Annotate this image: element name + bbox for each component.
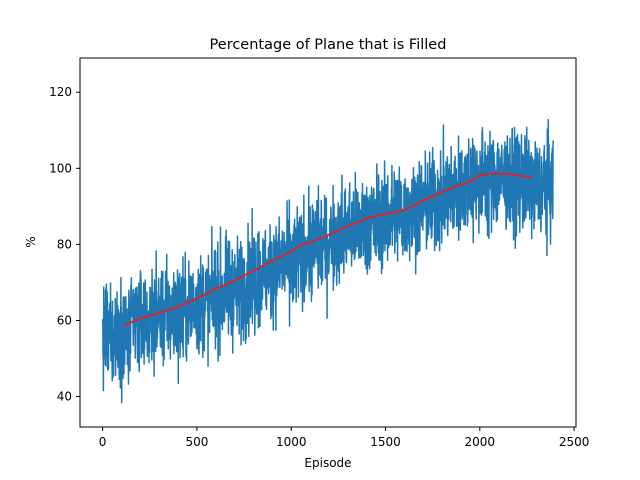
y-axis: 40 60 80 100 120 (49, 85, 80, 404)
chart-title: Percentage of Plane that is Filled (210, 37, 447, 53)
x-tick-label: 1500 (370, 435, 401, 449)
x-tick-label: 1000 (276, 435, 307, 449)
x-tick-label: 0 (99, 435, 107, 449)
x-tick-label: 500 (185, 435, 208, 449)
raw-series-line (101, 118, 554, 404)
y-tick-label: 40 (57, 390, 72, 404)
y-tick-label: 120 (49, 85, 72, 99)
x-tick-label: 2000 (465, 435, 496, 449)
x-axis-label: Episode (304, 456, 351, 470)
y-axis-label: % (24, 236, 38, 247)
moving-average-line (123, 172, 532, 327)
plot-frame (79, 57, 577, 428)
y-tick-label: 100 (49, 161, 72, 175)
y-tick-label: 60 (57, 313, 72, 327)
y-tick-label: 80 (57, 237, 72, 251)
x-tick-label: 2500 (559, 435, 590, 449)
x-axis: 0 500 1000 1500 2000 2500 (99, 427, 590, 449)
